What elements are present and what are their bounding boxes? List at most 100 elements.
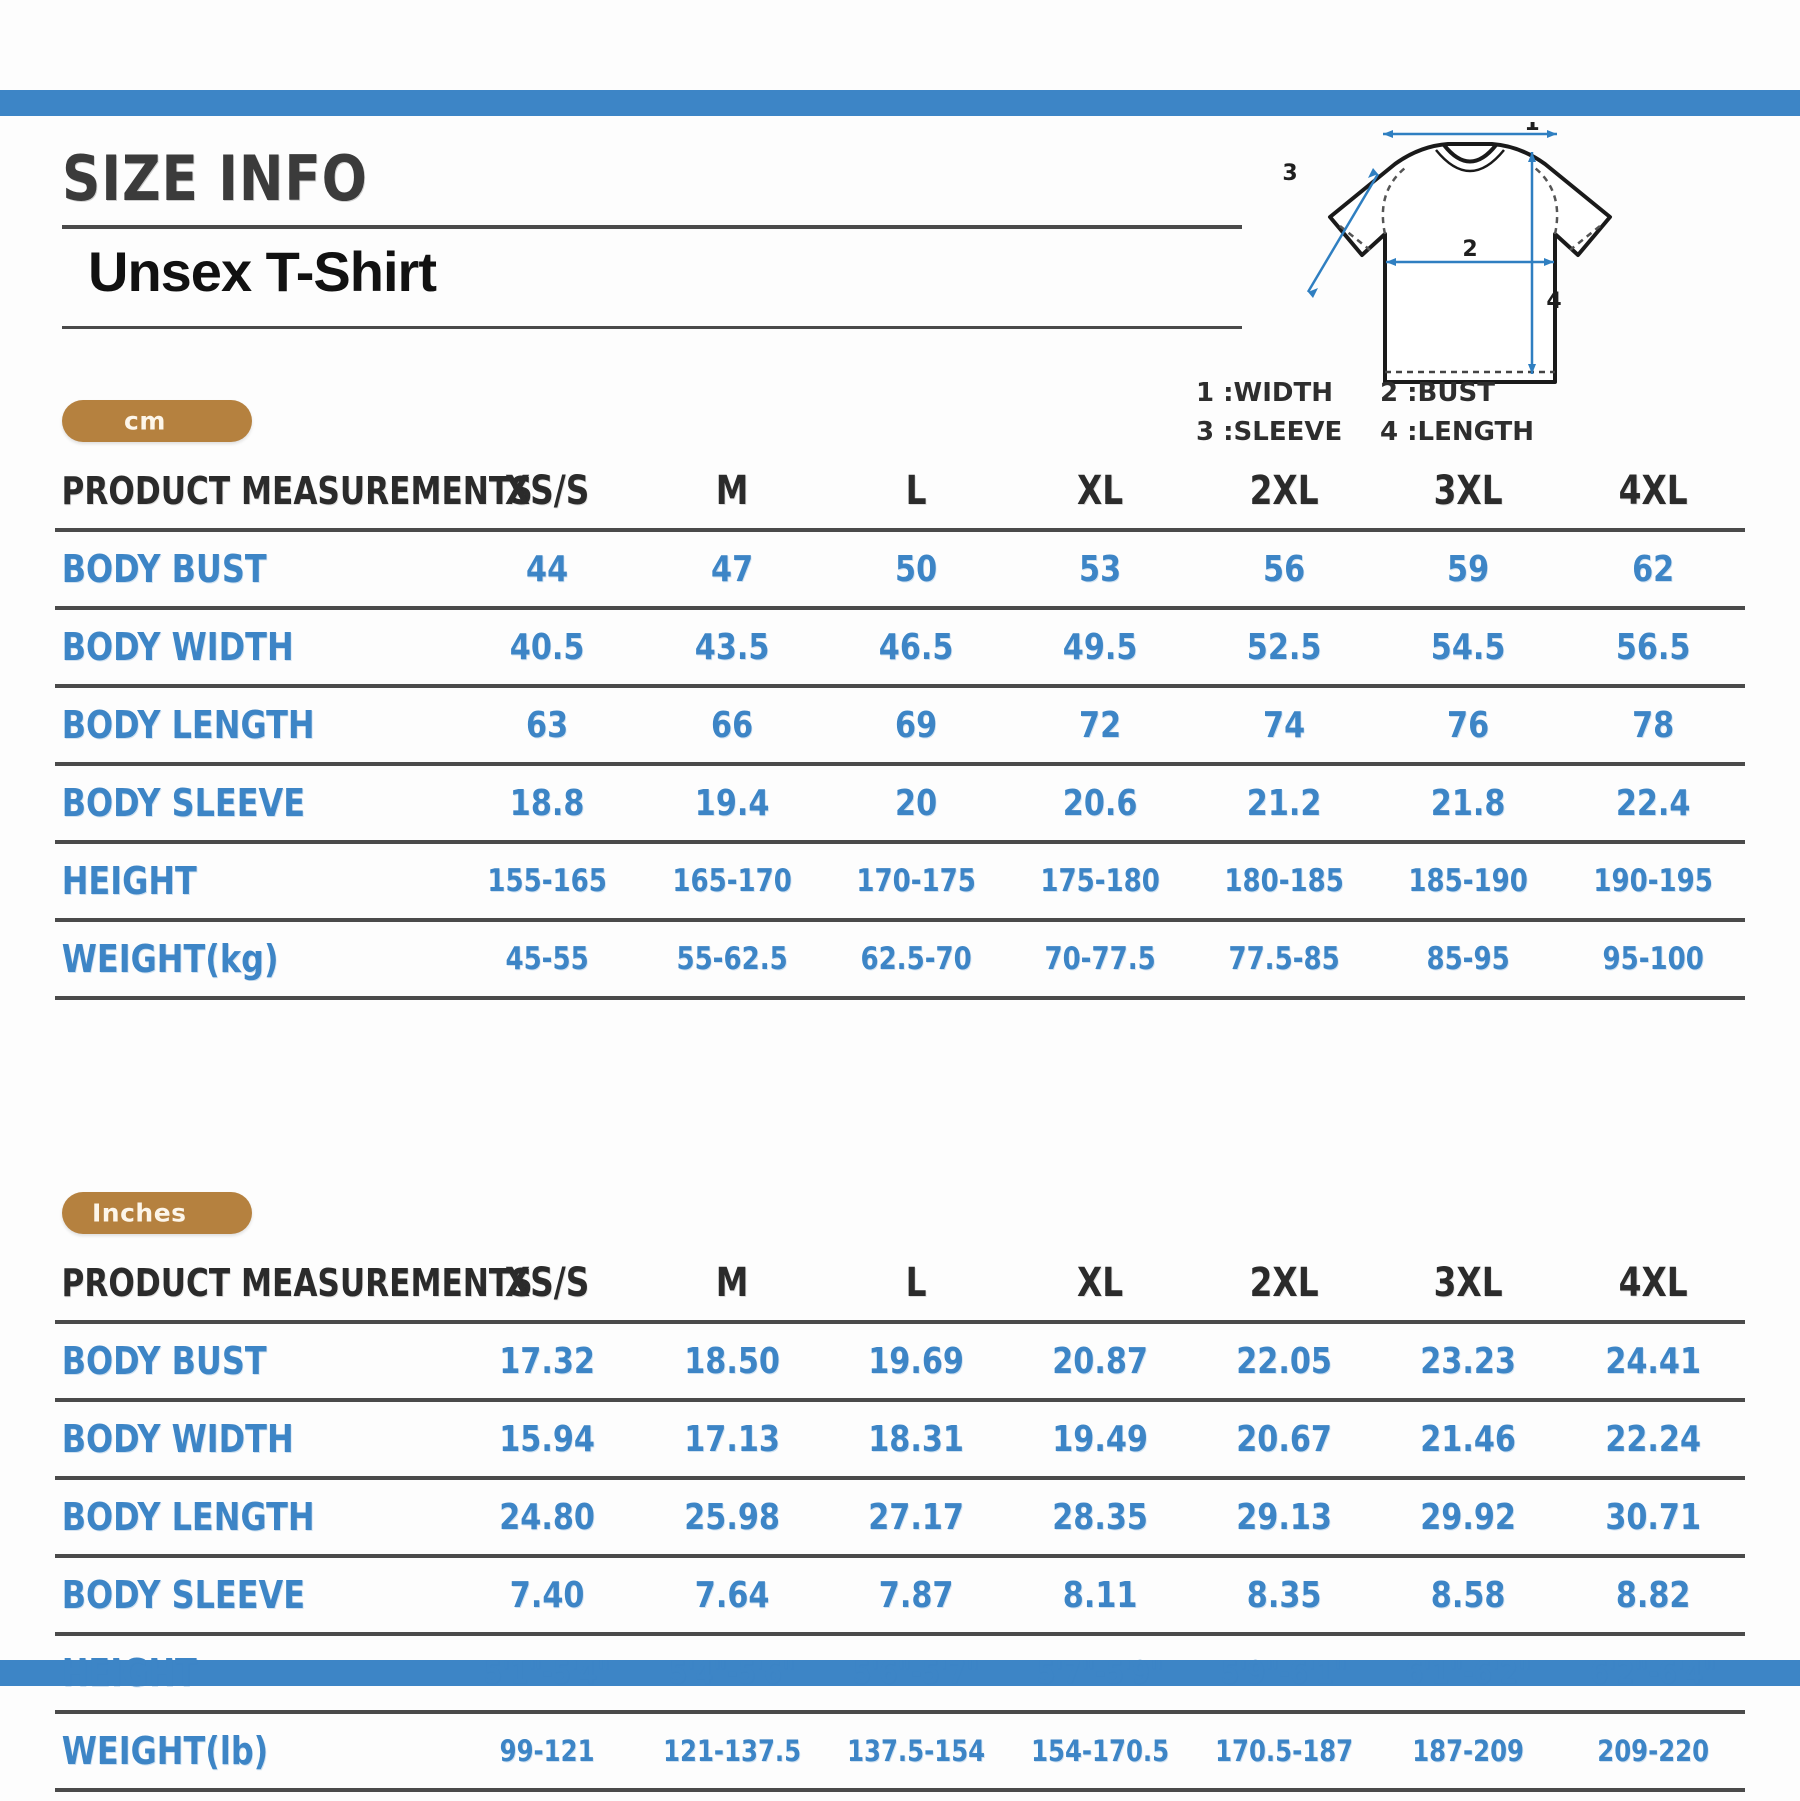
unit-badge-cm-label: cm	[124, 406, 166, 436]
page-title: SIZE INFO	[62, 142, 368, 215]
cell-value: 59	[1447, 548, 1490, 590]
row-label: BODY LENGTH	[61, 1495, 315, 1539]
top-blue-band	[0, 90, 1800, 116]
page-subtitle: Unsex T-Shirt	[88, 240, 437, 304]
title-rule-bottom	[62, 326, 1242, 330]
cell-value: 5'7"-5'9"	[1036, 1655, 1164, 1691]
row-label: BODY BUST	[61, 1339, 267, 1383]
cell-value: 53	[1079, 548, 1122, 590]
cell-value: 155-165	[487, 863, 608, 899]
cell-value: 21.2	[1247, 782, 1322, 824]
table-row: HEIGHT 155-165 165-170 170-175 175-180 1…	[55, 842, 1745, 920]
cell-value: 8.58	[1431, 1574, 1506, 1616]
cell-value: 52.5	[1247, 626, 1322, 668]
unit-badge-inches: Inches	[62, 1192, 252, 1234]
column-header-3xl: 3XL	[1434, 468, 1504, 514]
cell-value: 18.31	[868, 1418, 964, 1460]
cell-value: 170.5-187	[1215, 1734, 1354, 1768]
cell-value: 49.5	[1062, 626, 1138, 668]
cell-value: 121-137.5	[662, 1734, 801, 1768]
cell-value: 17.13	[683, 1418, 780, 1460]
cell-value: 78	[1631, 704, 1674, 746]
legend-row-1: 1 :WIDTH 2 :BUST	[1196, 374, 1534, 413]
cell-value: 70-77.5	[1044, 941, 1156, 977]
row-label: BODY SLEEVE	[61, 781, 306, 825]
chart-content: SIZE INFO Unsex T-Shirt	[0, 116, 1800, 1790]
cell-value: 72	[1079, 704, 1122, 746]
cell-value: 209-220	[1596, 1734, 1709, 1768]
cell-value: 7.87	[878, 1574, 954, 1616]
marker-1-label: 1	[1524, 122, 1539, 136]
column-header-measurements: PRODUCT MEASUREMENTS	[61, 1261, 533, 1305]
table-header-row: PRODUCT MEASUREMENTS XS/S M L XL 2XL 3XL…	[55, 1246, 1745, 1322]
unit-badge-cm: cm	[62, 400, 252, 442]
table-row: BODY LENGTH 24.80 25.98 27.17 28.35 29.1…	[55, 1478, 1745, 1556]
tshirt-diagram: 1 2 3 4	[1180, 122, 1760, 452]
measurements-table-cm: PRODUCT MEASUREMENTS XS/S M L XL 2XL 3XL…	[55, 454, 1745, 1000]
cell-value: 46.5	[878, 626, 954, 668]
cell-value: 7.64	[694, 1574, 770, 1616]
cell-value: 8.11	[1062, 1574, 1138, 1616]
cell-value: 62.5-70	[860, 941, 972, 977]
row-label: BODY BUST	[61, 547, 267, 591]
column-header-l: L	[905, 468, 927, 514]
cell-value: 190-195	[1593, 863, 1713, 899]
cell-value: 95-100	[1602, 941, 1704, 977]
marker-2-label: 2	[1462, 237, 1477, 262]
cell-value: 17.32	[499, 1340, 596, 1382]
table-row: BODY SLEEVE 18.8 19.4 20 20.6 21.2 21.8 …	[55, 764, 1745, 842]
cell-value: 20	[894, 782, 938, 824]
cell-value: 23.23	[1420, 1340, 1517, 1382]
cell-value: 56.5	[1615, 626, 1691, 668]
cell-value: 21.8	[1431, 782, 1506, 824]
cell-value: 170-175	[856, 863, 976, 899]
column-header-4xl: 4XL	[1618, 468, 1688, 514]
row-label: WEIGHT(lb)	[61, 1729, 269, 1773]
column-header-3xl: 3XL	[1434, 1260, 1504, 1306]
legend-row-2: 3 :SLEEVE 4 :LENGTH	[1196, 413, 1534, 452]
column-header-m: M	[715, 1260, 749, 1306]
column-header-xl: XL	[1077, 468, 1124, 514]
legend-width: 1 :WIDTH	[1196, 378, 1333, 408]
cell-value: 28.35	[1052, 1496, 1149, 1538]
cell-value: 54.5	[1431, 626, 1506, 668]
size-table-cm: PRODUCT MEASUREMENTS XS/S M L XL 2XL 3XL…	[55, 454, 1745, 1000]
cell-value: 5'6"-5'7"	[852, 1655, 980, 1691]
cell-value: 66	[710, 704, 753, 746]
legend-sleeve: 3 :SLEEVE	[1196, 417, 1343, 447]
cell-value: 21.46	[1420, 1418, 1517, 1460]
diagram-legend: 1 :WIDTH 2 :BUST 3 :SLEEVE 4 :LENGTH	[1196, 374, 1534, 452]
table-row: WEIGHT(lb) 99-121 121-137.5 137.5-154 15…	[55, 1712, 1745, 1790]
column-header-2xl: 2XL	[1249, 1260, 1319, 1306]
cell-value: 30.71	[1605, 1496, 1701, 1538]
cell-value: 25.98	[683, 1496, 780, 1538]
cell-value: 165-170	[672, 863, 792, 899]
cell-value: 180-185	[1224, 863, 1345, 899]
cell-value: 7.40	[510, 1574, 585, 1616]
table-row: WEIGHT(kg) 45-55 55-62.5 62.5-70 70-77.5…	[55, 920, 1745, 998]
cell-value: 99-121	[500, 1734, 595, 1768]
column-header-2xl: 2XL	[1249, 468, 1319, 514]
cell-value: 77.5-85	[1228, 941, 1341, 977]
cell-value: 43.5	[694, 626, 770, 668]
cell-value: 76	[1447, 704, 1490, 746]
column-header-4xl: 4XL	[1618, 1260, 1688, 1306]
cell-value: 18.8	[510, 782, 585, 824]
cell-value: 45-55	[505, 941, 590, 977]
cell-value: 62	[1631, 548, 1674, 590]
cell-value: 47	[710, 548, 753, 590]
cell-value: 15.94	[499, 1418, 596, 1460]
header-block: SIZE INFO Unsex T-Shirt	[62, 142, 1242, 330]
cell-value: 74	[1263, 704, 1306, 746]
cell-value: 22.4	[1615, 782, 1691, 824]
cell-value: 24.80	[499, 1496, 596, 1538]
cell-value: 27.17	[868, 1496, 964, 1538]
tshirt-illustration-icon: 1 2 3 4	[1282, 122, 1612, 384]
row-label: BODY SLEEVE	[61, 1573, 306, 1617]
table-row: BODY SLEEVE 7.40 7.64 7.87 8.11 8.35 8.5…	[55, 1556, 1745, 1634]
legend-length: 4 :LENGTH	[1380, 417, 1535, 447]
cell-value: 20.6	[1062, 782, 1138, 824]
cell-value: 20.87	[1052, 1340, 1149, 1382]
cell-value: 5'4"-5'6"	[668, 1655, 795, 1691]
marker-4-label: 4	[1546, 289, 1561, 314]
